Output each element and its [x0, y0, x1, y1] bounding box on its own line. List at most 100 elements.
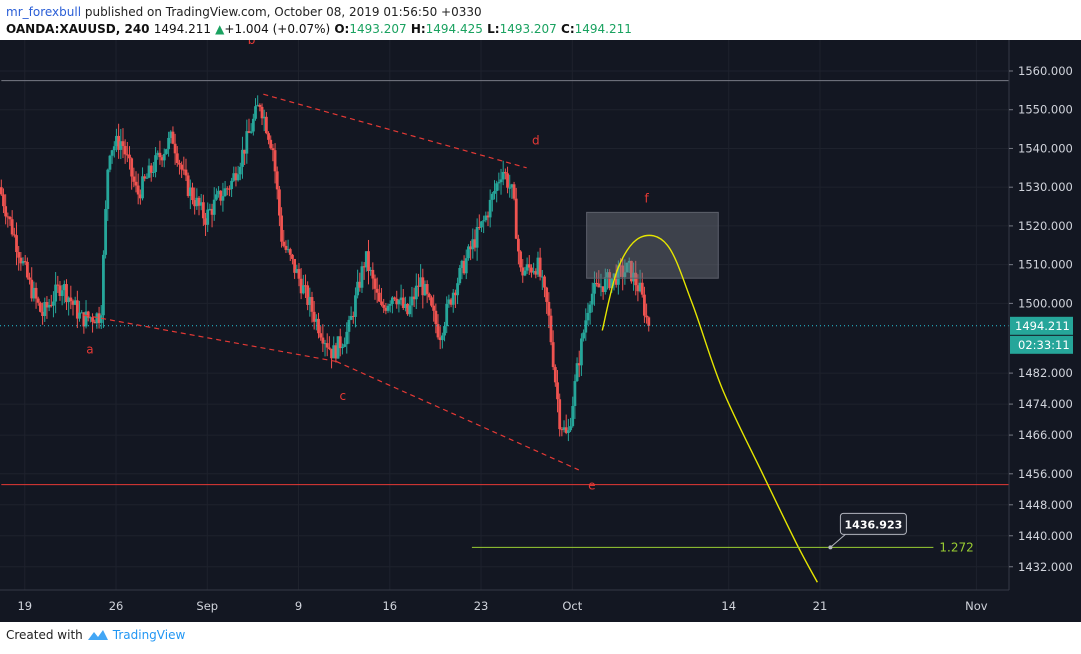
- candle-body: [360, 266, 364, 288]
- candle-body: [603, 277, 607, 292]
- candle-body: [278, 189, 281, 216]
- author-link[interactable]: mr_forexbull: [6, 5, 82, 19]
- candle-body: [447, 299, 451, 304]
- candle-body: [15, 235, 18, 253]
- candle-body: [154, 155, 157, 173]
- candle-body: [334, 345, 338, 359]
- candle-body: [421, 277, 425, 296]
- price-chart[interactable]: 1.272 1436.923 a b c d e f 1560.000 1550.000 1540…: [0, 40, 1081, 622]
- candle-body: [404, 303, 407, 309]
- candle-body: [508, 187, 512, 189]
- candles: [0, 95, 651, 442]
- price-axis-panel[interactable]: [1009, 40, 1081, 590]
- candle-body: [486, 215, 490, 218]
- candle-body: [212, 199, 216, 215]
- candle-body: [632, 272, 635, 282]
- candle-body: [414, 285, 418, 300]
- candle-body: [143, 176, 147, 179]
- candle-body: [390, 297, 394, 305]
- candle-body: [432, 305, 436, 311]
- candle-body: [471, 239, 475, 250]
- rectangle-zone: [586, 211, 719, 279]
- candle-body: [558, 399, 562, 430]
- high-value: 1494.425: [425, 22, 483, 36]
- triangle-up-icon: ▲: [215, 22, 225, 36]
- candle-body: [56, 284, 60, 286]
- candle-body: [215, 194, 218, 200]
- candle-body: [314, 318, 318, 322]
- candle-body: [71, 301, 75, 305]
- price-tick-label: 1530.000: [1018, 180, 1073, 194]
- candle-body: [251, 118, 255, 132]
- candle-body: [312, 311, 316, 322]
- price-tick-label: 1440.000: [1018, 529, 1073, 543]
- candle-body: [349, 315, 353, 320]
- publish-info: mr_forexbull published on TradingView.co…: [6, 5, 482, 19]
- candle-body: [634, 272, 638, 286]
- candle-body: [534, 271, 538, 275]
- open-label: O:: [334, 22, 350, 36]
- candle-body: [32, 287, 36, 299]
- candle-body: [377, 292, 381, 302]
- candle-body: [627, 260, 631, 263]
- candle-body: [217, 190, 220, 195]
- candle-body: [43, 302, 47, 317]
- candle-body: [306, 285, 310, 305]
- candle-body: [286, 249, 290, 251]
- candle-body: [91, 317, 94, 322]
- candle-body: [128, 154, 131, 159]
- change-value: +1.004 (+0.07%): [224, 22, 331, 36]
- wave-label: b: [248, 40, 256, 47]
- candle-body: [67, 297, 71, 303]
- candle-body: [536, 257, 540, 275]
- time-tick-label: Oct: [562, 599, 582, 613]
- candle-body: [54, 284, 58, 302]
- candle-body: [123, 146, 127, 155]
- tradingview-brand-link[interactable]: TradingView: [112, 628, 186, 642]
- candle-body: [564, 427, 568, 433]
- candle-body: [514, 198, 518, 239]
- candle-body: [108, 155, 112, 170]
- candle-body: [408, 305, 412, 315]
- candle-body: [93, 321, 97, 324]
- low-value: 1493.207: [499, 22, 557, 36]
- candle-body: [258, 104, 262, 107]
- price-callout-anchor: [828, 545, 833, 550]
- time-axis-panel[interactable]: [0, 590, 1009, 622]
- candle-body: [201, 202, 205, 219]
- candle-body: [358, 281, 362, 288]
- last-price: 1494.211: [153, 22, 211, 36]
- candle-body: [238, 166, 242, 175]
- candle-body: [293, 258, 297, 273]
- candle-body: [484, 215, 488, 221]
- candle-body: [406, 303, 409, 315]
- candle-body: [601, 286, 605, 292]
- candle-body: [401, 297, 405, 309]
- wave-label: a: [86, 343, 93, 357]
- candle-body: [384, 307, 388, 311]
- price-tick-label: 1448.000: [1018, 498, 1073, 512]
- candle-body: [556, 382, 559, 400]
- candle-body: [8, 216, 12, 220]
- candle-body: [65, 284, 68, 303]
- candle-body: [39, 302, 42, 312]
- candle-body: [464, 258, 468, 274]
- candle-body: [462, 260, 466, 274]
- candle-body: [573, 381, 577, 406]
- candle-body: [199, 202, 203, 206]
- candle-body: [249, 131, 253, 133]
- candle-body: [299, 278, 303, 294]
- candle-body: [58, 285, 62, 296]
- candle-body: [319, 333, 323, 338]
- candle-body: [425, 284, 429, 294]
- candle-body: [241, 149, 244, 167]
- candle-body: [443, 326, 446, 336]
- candle-body: [614, 273, 618, 285]
- candle-body: [195, 197, 199, 207]
- candle-body: [132, 176, 136, 182]
- candle-body: [643, 294, 646, 316]
- close-value: 1494.211: [574, 22, 632, 36]
- symbol-legend: OANDA:XAUUSD, 240 1494.211 ▲+1.004 (+0.0…: [6, 22, 632, 36]
- candle-body: [264, 116, 268, 134]
- candle-body: [267, 133, 270, 140]
